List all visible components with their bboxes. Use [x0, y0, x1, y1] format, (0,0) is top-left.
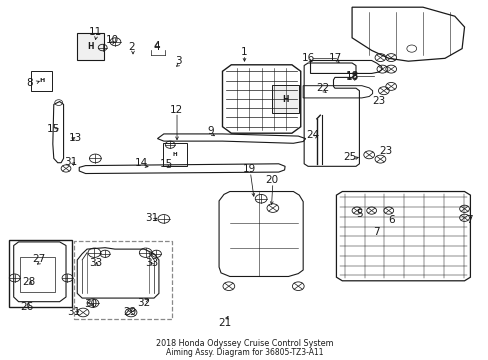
Text: 14: 14 — [135, 158, 148, 168]
Text: H: H — [172, 152, 177, 157]
Text: 10: 10 — [106, 35, 119, 45]
Text: 15: 15 — [159, 159, 173, 169]
Text: 17: 17 — [327, 53, 341, 63]
Text: 20: 20 — [264, 175, 277, 185]
Text: 8: 8 — [26, 78, 33, 88]
Text: 15: 15 — [47, 123, 61, 134]
Text: 31: 31 — [64, 157, 78, 167]
Text: 12: 12 — [169, 105, 183, 115]
Text: 31: 31 — [144, 213, 158, 223]
Text: Aiming Assy. Diagram for 36805-TZ3-A11: Aiming Assy. Diagram for 36805-TZ3-A11 — [165, 348, 323, 356]
Text: 3: 3 — [175, 56, 182, 66]
Text: 23: 23 — [371, 96, 385, 106]
Bar — [74, 241, 172, 319]
Text: 26: 26 — [20, 302, 34, 312]
Text: 2: 2 — [128, 42, 135, 52]
Text: 2018 Honda Odyssey Cruise Control System: 2018 Honda Odyssey Cruise Control System — [155, 339, 333, 348]
Text: 27: 27 — [32, 254, 46, 264]
Text: 29: 29 — [122, 307, 136, 318]
Text: 7: 7 — [465, 215, 472, 225]
Text: 6: 6 — [387, 215, 394, 225]
Bar — [271, 85, 299, 113]
Text: 18: 18 — [345, 72, 358, 82]
Text: 19: 19 — [242, 164, 256, 174]
Text: 22: 22 — [315, 83, 329, 93]
Bar — [20, 257, 55, 292]
Text: 21: 21 — [218, 318, 231, 328]
Bar — [77, 33, 104, 60]
Text: 33: 33 — [88, 258, 102, 268]
Bar — [9, 240, 72, 307]
Bar — [163, 143, 187, 166]
Text: 5: 5 — [355, 209, 362, 219]
Text: 33: 33 — [144, 258, 158, 268]
Text: 23: 23 — [379, 146, 392, 156]
Text: 1: 1 — [241, 47, 247, 57]
Text: 32: 32 — [137, 298, 151, 308]
Bar — [31, 71, 52, 91]
Text: 13: 13 — [69, 132, 82, 143]
Text: 11: 11 — [88, 27, 102, 37]
Text: 4: 4 — [153, 42, 160, 52]
Text: H: H — [87, 42, 94, 51]
Text: 30: 30 — [84, 299, 97, 309]
Text: 25: 25 — [342, 152, 356, 162]
Text: 28: 28 — [22, 276, 36, 287]
Text: 16: 16 — [301, 53, 314, 63]
Text: 18: 18 — [345, 71, 358, 81]
Text: H: H — [282, 94, 288, 104]
Text: 9: 9 — [206, 126, 213, 136]
Text: 4: 4 — [153, 41, 160, 51]
Text: 24: 24 — [305, 130, 319, 140]
Text: 31: 31 — [66, 307, 80, 318]
Text: 7: 7 — [372, 227, 379, 237]
Text: H: H — [39, 78, 44, 84]
